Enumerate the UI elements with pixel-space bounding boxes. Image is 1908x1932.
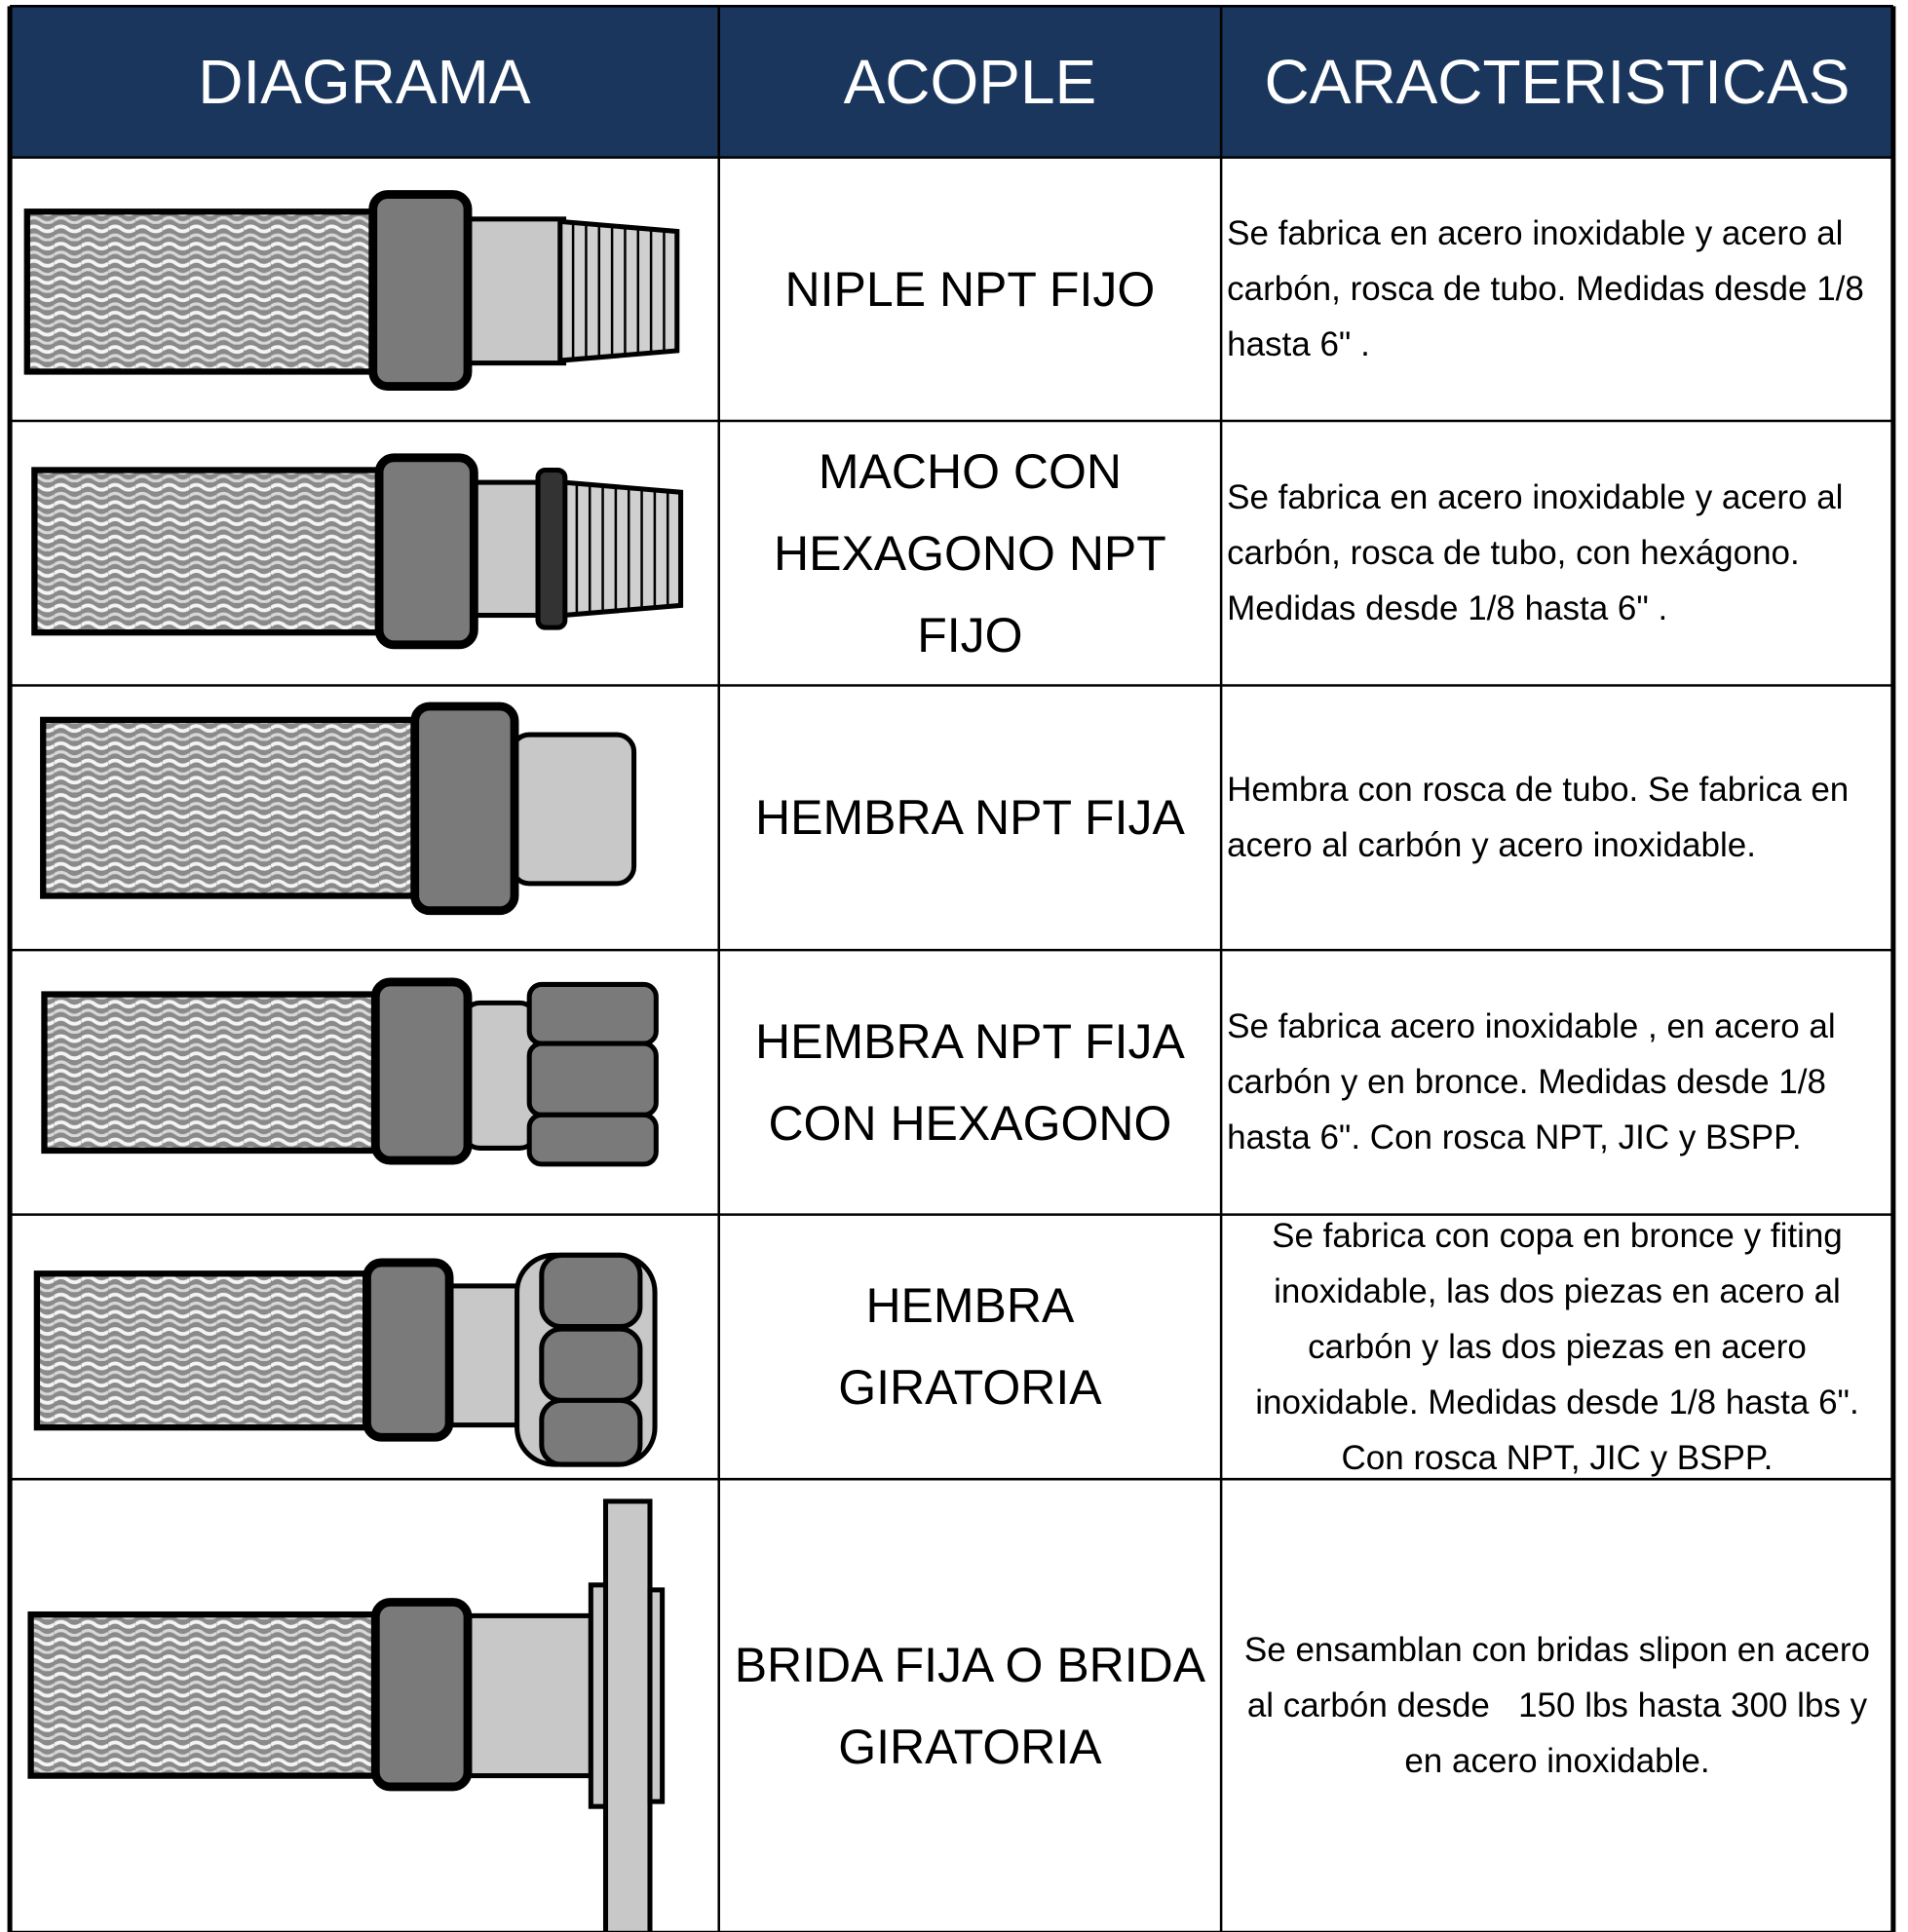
acople-cell: HEMBRA NPT FIJA CON HEXAGONO — [755, 1013, 1185, 1151]
diagram-shape — [41, 991, 385, 1155]
diagram-shape — [368, 190, 473, 392]
diagram-shape — [444, 1283, 523, 1428]
acople-cell: HEMBRA GIRATORIA — [838, 1278, 1102, 1416]
caracteristicas-cell: Se ensamblan con bridas slipon en acero … — [1243, 1631, 1880, 1781]
diagram-shape — [469, 479, 549, 619]
diagram-shape — [539, 1397, 643, 1467]
diagram-shape — [363, 1258, 454, 1442]
diagram-shape — [40, 716, 422, 899]
diagram-shape — [33, 1270, 373, 1431]
diagram-shape — [602, 1498, 653, 1932]
acople-cell: BRIDA FIJA O BRIDA GIRATORIA — [734, 1637, 1206, 1774]
caracteristicas-cell: Se fabrica en acero inoxidable y acero a… — [1227, 214, 1874, 364]
diagram-shape — [370, 1598, 473, 1792]
header-cell: ACOPLE — [843, 46, 1097, 117]
diagram-shape — [539, 1252, 643, 1330]
diagram-shape — [462, 1612, 593, 1779]
diagram-shape — [539, 1326, 643, 1403]
diagram-shape — [526, 1041, 659, 1118]
header-cell: DIAGRAMA — [198, 46, 531, 117]
acople-cell: HEMBRA NPT FIJA — [755, 790, 1185, 846]
diagram-shape — [460, 1000, 540, 1151]
diagram-shape — [526, 981, 659, 1046]
diagram-shape — [509, 732, 637, 887]
diagram-shape — [370, 977, 473, 1165]
diagram-shape — [410, 701, 519, 916]
diagram-shape — [526, 1112, 659, 1167]
diagram-shape — [10, 6, 1893, 158]
diagram-shape — [557, 218, 680, 363]
caracteristicas-cell: Se fabrica con copa en bronce y fiting i… — [1255, 1216, 1869, 1477]
acople-cell: NIPLE NPT FIJO — [784, 261, 1156, 317]
diagram-shape — [23, 208, 379, 375]
diagram-shape — [535, 467, 568, 630]
diagram-shape — [462, 216, 567, 366]
header-cell: CARACTERISTICAS — [1264, 46, 1851, 117]
diagram-shape — [374, 453, 478, 650]
diagram-shape — [647, 1587, 666, 1804]
diagram-shape — [561, 479, 684, 619]
acople-cell: MACHO CON HEXAGONO NPT FIJO — [773, 443, 1166, 663]
caracteristicas-cell: Se fabrica acero inoxidable , en acero a… — [1227, 1007, 1846, 1157]
diagram-shape — [27, 1610, 383, 1779]
caracteristicas-cell: Hembra con rosca de tubo. Se fabrica en … — [1227, 771, 1858, 865]
diagram-shape — [31, 467, 385, 636]
caracteristicas-cell: Se fabrica en acero inoxidable y acero a… — [1227, 478, 1853, 628]
